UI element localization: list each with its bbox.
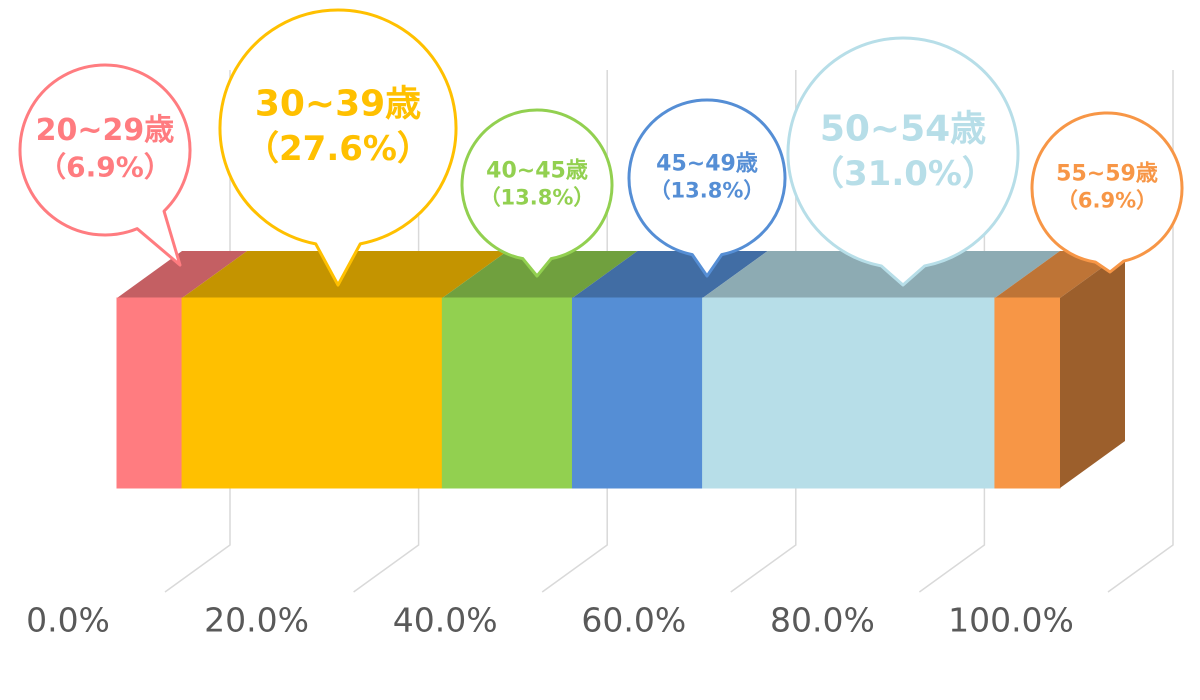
callout-name: 30~39歳	[255, 84, 421, 125]
grid-line	[730, 70, 797, 593]
bar-top	[117, 251, 248, 298]
bar	[702, 297, 996, 489]
callout-name: 20~29歳	[36, 113, 175, 148]
grid-line	[541, 70, 608, 593]
data-label: （27.6%）	[245, 129, 431, 169]
callout	[786, 36, 1020, 287]
bar	[181, 297, 443, 489]
callout	[218, 8, 458, 287]
callout	[18, 63, 192, 267]
bar	[441, 297, 573, 489]
grid-line	[353, 70, 420, 593]
data-label: （13.8%）	[650, 179, 765, 203]
callout	[627, 98, 787, 278]
callout-name: 45~49歳	[656, 151, 758, 176]
x-tick-label: 60.0%	[581, 601, 686, 640]
bar-top	[702, 251, 1060, 298]
callout-name: 55~59歳	[1056, 161, 1158, 186]
data-label: （13.8%）	[480, 186, 595, 210]
bar-side	[1060, 251, 1125, 488]
x-tick-label: 40.0%	[393, 601, 498, 640]
callout	[1030, 111, 1184, 274]
x-tick-label: 20.0%	[204, 601, 309, 640]
data-label: （6.9%）	[1057, 189, 1157, 213]
x-tick-label: 0.0%	[26, 601, 110, 640]
data-label: （31.0%）	[810, 154, 996, 194]
grid-line	[164, 70, 231, 593]
bar-top	[572, 251, 768, 298]
x-tick-label: 80.0%	[770, 601, 875, 640]
bar	[571, 297, 704, 489]
x-tick-label: 100.0%	[948, 601, 1074, 640]
grid-line	[1107, 70, 1174, 593]
callout-name: 40~45歳	[486, 158, 588, 183]
callout-name: 50~54歳	[820, 109, 986, 150]
callout	[460, 108, 614, 278]
bar	[994, 297, 1061, 489]
bar	[116, 297, 183, 489]
data-label: （6.9%）	[38, 151, 172, 184]
